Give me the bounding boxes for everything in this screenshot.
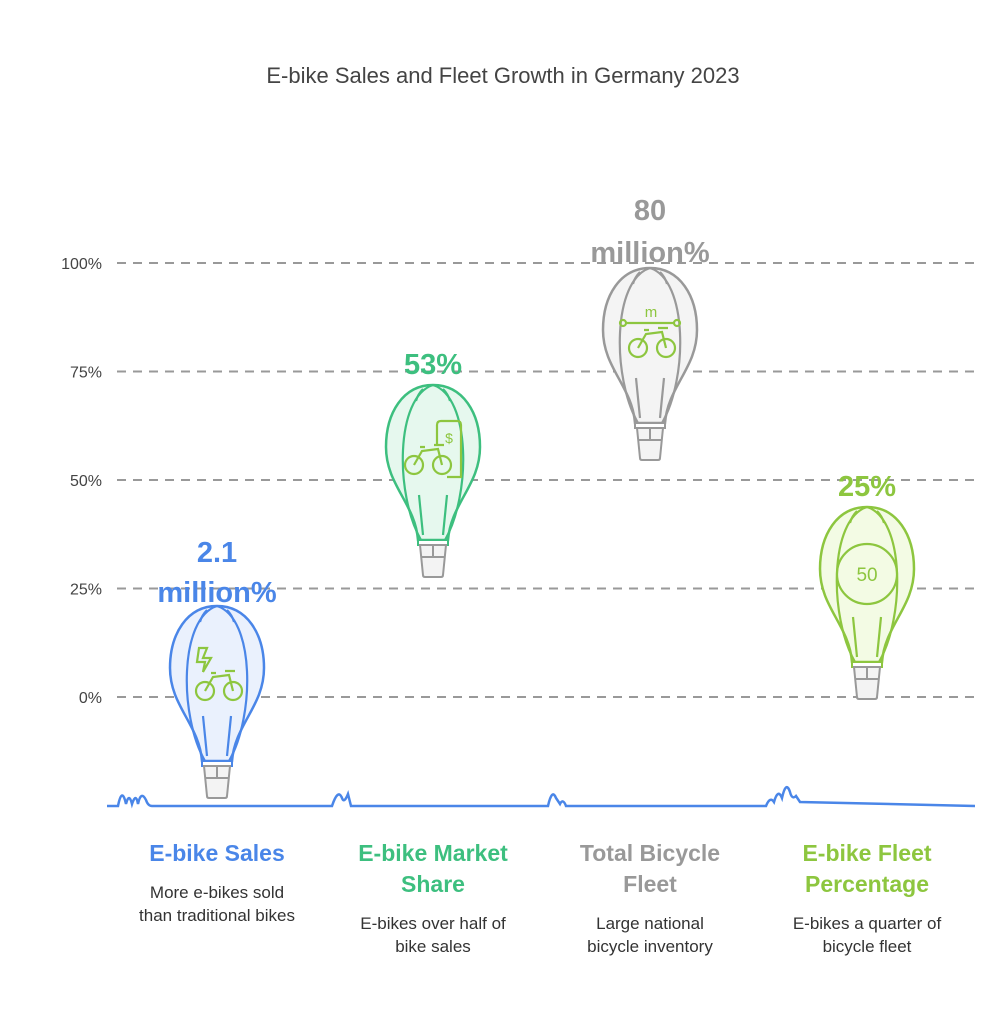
balloon-rib [634,377,642,419]
category-name: E-bike Market Share [358,840,508,897]
speed-value: 50 [856,565,877,586]
bike-frame [413,443,444,466]
category-description: E-bikes over half of bike sales [360,914,506,956]
speed-circle [835,542,899,606]
balloon-rib [442,388,452,402]
bike-price-tag-icon: $ [403,419,463,479]
category-label: Total Bicycle Fleet Large national bicycle … [545,838,755,958]
balloon-rib [432,383,465,541]
data-label: million% [590,237,709,269]
category-label: E-bike Sales More e-bikes sold than tradit… [112,838,322,927]
bike-wheel [655,337,677,359]
balloon-rib [851,616,859,658]
distance-dot [618,318,628,328]
category-name: E-bike Fleet Percentage [802,840,932,897]
balloon-envelope [601,266,699,425]
bike-wheel [403,454,425,476]
basket [418,544,448,578]
balloon-rib [185,604,218,762]
balloon-rib [659,271,669,285]
balloon-rib [618,266,651,424]
balloon-rib [631,271,641,285]
basket [852,666,882,700]
balloon-rib [198,609,208,623]
bike-frame [204,669,235,692]
bike-wheel [431,454,453,476]
category-description: More e-bikes sold than traditional bikes [139,883,295,925]
balloon-rib [848,510,858,524]
category-name: E-bike Sales [149,840,285,866]
balloon: 50 [818,505,916,700]
balloon-rib [226,609,236,623]
balloon-rib [401,383,434,541]
bike-wheel [222,680,244,702]
data-label: 80 [634,195,666,227]
chart-title: E-bike Sales and Fleet Growth in Germany… [266,63,740,88]
balloon-rib [414,388,424,402]
category-description: Large national bicycle inventory [587,914,713,956]
bike-wheel [194,680,216,702]
basket [635,427,665,461]
balloon-envelope [168,604,266,763]
balloon-rib [441,494,449,536]
balloon-rib [216,604,249,762]
distance-unit: m [645,304,658,321]
category-label: E-bike Fleet Percentage E-bikes a quarter … [762,838,972,958]
category-label: E-bike Market Share E-bikes over half of bi… [328,838,538,958]
balloon: m [601,266,699,461]
y-tick-label: 0% [79,690,102,707]
y-tick-label: 75% [70,365,102,382]
dollar-icon: $ [445,430,453,446]
balloon-rib [201,715,209,757]
data-label: 2.1 [197,537,237,569]
lightning-icon [195,646,213,673]
balloon-rib [417,494,425,536]
price-tag [435,419,463,479]
balloon-rib [658,377,666,419]
balloon [168,604,266,799]
ground-line [107,785,976,809]
basket [202,765,232,799]
bike-frame [637,326,668,349]
distance-dot [672,318,682,328]
balloon-rib [875,616,883,658]
speed-50-icon: 50 [835,542,899,606]
bike-wheel [627,337,649,359]
balloon: $ [384,383,482,578]
data-label: million% [157,577,276,609]
y-tick-label: 25% [70,582,102,599]
bike-distance-icon: m [618,304,682,359]
balloon-rib [876,510,886,524]
balloon-rib [225,715,233,757]
data-label: 25% [838,471,896,503]
data-label: 53% [404,349,462,381]
category-name: Total Bicycle Fleet [579,840,721,897]
balloon-rib [649,266,682,424]
y-tick-label: 50% [70,473,102,490]
electric-bike-icon [194,646,244,702]
y-tick-label: 100% [61,256,102,273]
category-description: E-bikes a quarter of bicycle fleet [792,914,942,956]
